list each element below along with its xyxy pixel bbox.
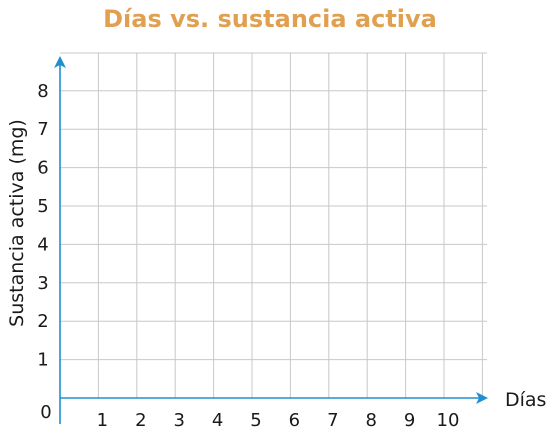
y-tick-label: 4	[37, 234, 48, 255]
y-axis-label: Sustancia activa (mg)	[6, 119, 28, 327]
grid	[60, 52, 487, 398]
origin-label: 0	[40, 402, 51, 423]
y-tick-labels: 1 2 3 4 5 6 7 8	[37, 81, 48, 371]
x-tick-label: 10	[437, 410, 460, 431]
y-tick-label: 2	[37, 311, 48, 332]
x-tick-label: 3	[173, 410, 184, 431]
x-tick-labels: 1 2 3 4 5 6 7 8 9 10	[97, 410, 460, 431]
x-tick-label: 1	[97, 410, 108, 431]
x-tick-label: 8	[365, 410, 376, 431]
y-tick-label: 7	[37, 119, 48, 140]
y-tick-label: 3	[37, 273, 48, 294]
x-tick-label: 7	[327, 410, 338, 431]
x-tick-label: 6	[289, 410, 300, 431]
chart-title: Días vs. sustancia activa	[103, 5, 437, 33]
y-tick-label: 5	[37, 196, 48, 217]
x-axis-label: Días	[505, 389, 546, 411]
y-tick-label: 8	[37, 81, 48, 102]
x-tick-label: 5	[250, 410, 261, 431]
y-tick-label: 6	[37, 158, 48, 179]
y-tick-label: 1	[37, 350, 48, 371]
x-tick-label: 2	[135, 410, 146, 431]
x-tick-label: 9	[404, 410, 415, 431]
x-tick-label: 4	[212, 410, 223, 431]
